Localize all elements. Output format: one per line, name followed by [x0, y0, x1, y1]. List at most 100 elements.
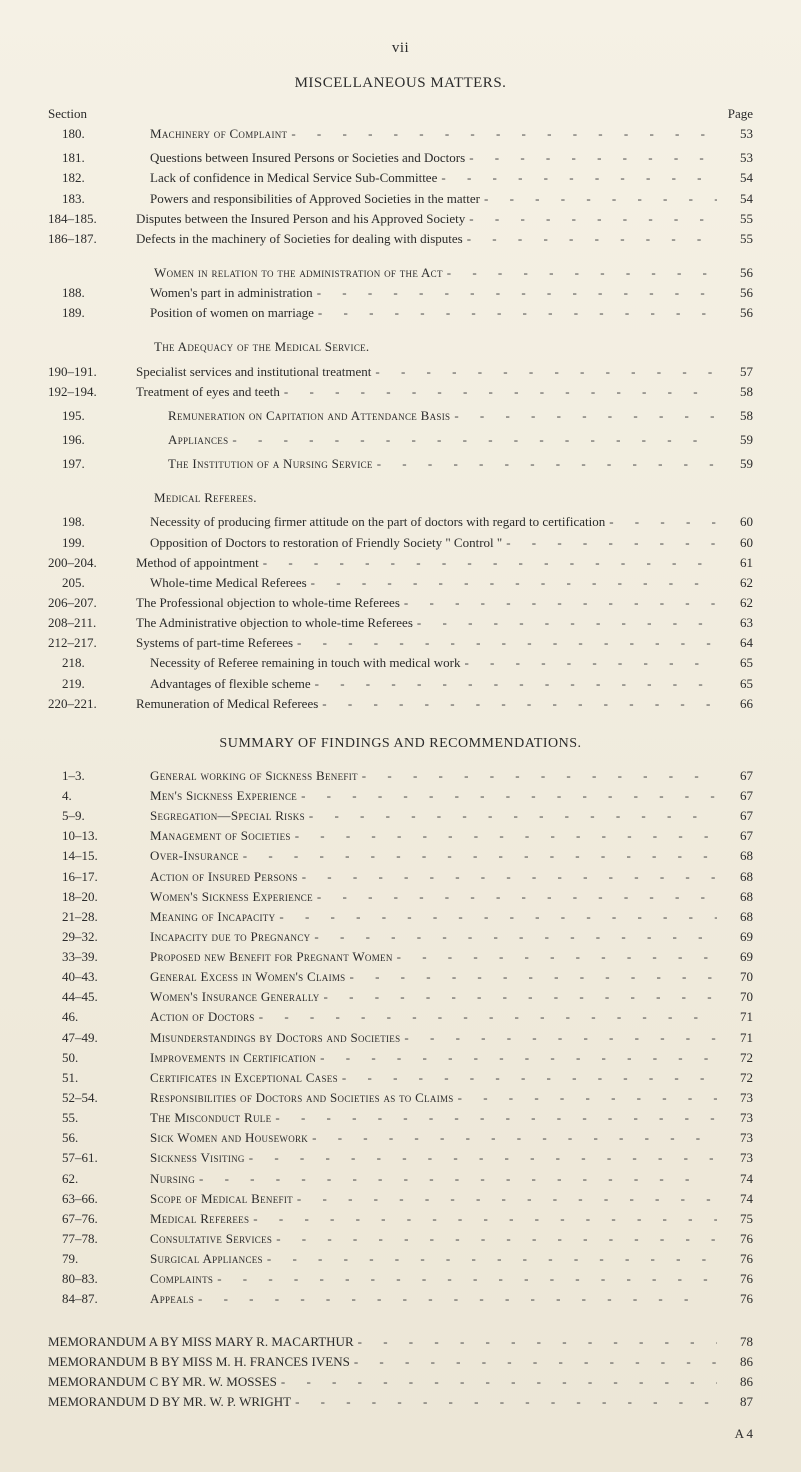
- toc-leader: - - - - - - - - - - - - - - - - - - - -: [480, 189, 717, 209]
- toc-row: 182.Lack of confidence in Medical Servic…: [48, 168, 753, 188]
- toc-leader: - - - - - - - - - - - - - - - - - - - -: [354, 1332, 717, 1352]
- toc-row: 1–3.General working of Sickness Benefit-…: [48, 766, 753, 786]
- toc-leader: - - - - - - - - - - - - - - - - - - - -: [277, 1372, 717, 1392]
- toc-row: 195.Remuneration on Capitation and Atten…: [48, 406, 753, 426]
- toc-summary-block: 1–3.General working of Sickness Benefit-…: [48, 766, 753, 1310]
- toc-main-block: 180.Machinery of Complaint- - - - - - - …: [48, 124, 753, 714]
- memorandum-label: MEMORANDUM B BY MISS M. H. FRANCES IVENS: [48, 1352, 350, 1372]
- memorandum-row: MEMORANDUM C BY MR. W. MOSSES- - - - - -…: [48, 1372, 753, 1392]
- toc-leader: - - - - - - - - - - - - - - - - - - - -: [287, 124, 717, 144]
- toc-label: Specialist services and institutional tr…: [136, 362, 371, 382]
- toc-page-number: 65: [717, 674, 753, 694]
- toc-label: The Misconduct Rule: [150, 1108, 271, 1128]
- toc-leader: - - - - - - - - - - - - - - - - - - - -: [358, 766, 717, 786]
- toc-label: Questions between Insured Persons or Soc…: [150, 148, 465, 168]
- toc-label: Medical Referees.: [136, 488, 257, 508]
- toc-label: Segregation—Special Risks: [150, 806, 305, 826]
- toc-leader: - - - - - - - - - - - - - - - - - - - -: [338, 1068, 717, 1088]
- toc-leader: - - - - - - - - - - - - - - - - - - - -: [280, 382, 717, 402]
- toc-row: 29–32.Incapacity due to Pregnancy- - - -…: [48, 927, 753, 947]
- toc-leader: - - - - - - - - - - - - - - - - - - - -: [307, 573, 717, 593]
- section-title: MISCELLANEOUS MATTERS.: [48, 75, 753, 92]
- toc-row: 80–83.Complaints- - - - - - - - - - - - …: [48, 1269, 753, 1289]
- toc-page-number: 65: [717, 653, 753, 673]
- toc-page-number: 68: [717, 867, 753, 887]
- memorandum-row: MEMORANDUM B BY MISS M. H. FRANCES IVENS…: [48, 1352, 753, 1372]
- column-header-row: Section Page: [48, 104, 753, 124]
- page-number: vii: [48, 40, 753, 57]
- toc-section-number: 1–3.: [48, 766, 150, 786]
- toc-section-number: 5–9.: [48, 806, 150, 826]
- toc-leader: - - - - - - - - - - - - - - - - - - - -: [245, 1148, 717, 1168]
- toc-leader: - - - - - - - - - - - - - - - - - - - -: [371, 362, 717, 382]
- toc-row: 16–17.Action of Insured Persons- - - - -…: [48, 867, 753, 887]
- toc-leader: - - - - - - - - - - - - - - - - - - - -: [318, 694, 717, 714]
- toc-section-number: 18–20.: [48, 887, 150, 907]
- toc-row: 51.Certificates in Exceptional Cases- - …: [48, 1068, 753, 1088]
- toc-label: Appeals: [150, 1289, 194, 1309]
- toc-label: Improvements in Certification: [150, 1048, 316, 1068]
- toc-row: 46.Action of Doctors- - - - - - - - - - …: [48, 1007, 753, 1027]
- toc-label: Remuneration on Capitation and Attendanc…: [150, 406, 450, 426]
- toc-page-number: 76: [717, 1269, 753, 1289]
- toc-leader: - - - - - - - - - - - - - - - - - - - -: [311, 674, 717, 694]
- toc-section-number: 181.: [48, 148, 150, 168]
- toc-section-number: 46.: [48, 1007, 150, 1027]
- toc-row: 192–194.Treatment of eyes and teeth- - -…: [48, 382, 753, 402]
- toc-leader: - - - - - - - - - - - - - - - - - - - -: [298, 867, 717, 887]
- toc-label: Appliances: [150, 430, 228, 450]
- toc-section-number: 33–39.: [48, 947, 150, 967]
- toc-row: 219.Advantages of flexible scheme- - - -…: [48, 674, 753, 694]
- page-container: vii MISCELLANEOUS MATTERS. Section Page …: [0, 0, 801, 1472]
- toc-label: Women's Sickness Experience: [150, 887, 313, 907]
- toc-section-number: 206–207.: [48, 593, 136, 613]
- toc-page-number: 74: [717, 1169, 753, 1189]
- toc-leader: - - - - - - - - - - - - - - - - - - - -: [249, 1209, 717, 1229]
- toc-page-number: 86: [717, 1352, 753, 1372]
- toc-label: The Professional objection to whole-time…: [136, 593, 400, 613]
- toc-leader: - - - - - - - - - - - - - - - - - - - -: [316, 1048, 717, 1068]
- memorandum-label: MEMORANDUM C BY MR. W. MOSSES: [48, 1372, 277, 1392]
- toc-label: The Administrative objection to whole-ti…: [136, 613, 413, 633]
- toc-leader: - - - - - - - - - - - - - - - - - - - -: [373, 454, 717, 474]
- toc-row: 186–187.Defects in the machinery of Soci…: [48, 229, 753, 249]
- toc-label: General working of Sickness Benefit: [150, 766, 358, 786]
- toc-row: 50.Improvements in Certification- - - - …: [48, 1048, 753, 1068]
- toc-section-number: 183.: [48, 189, 150, 209]
- toc-row: 33–39.Proposed new Benefit for Pregnant …: [48, 947, 753, 967]
- toc-section-number: 220–221.: [48, 694, 136, 714]
- toc-leader: - - - - - - - - - - - - - - - - - - - -: [413, 613, 717, 633]
- toc-label: Action of Insured Persons: [150, 867, 298, 887]
- toc-page-number: 69: [717, 927, 753, 947]
- toc-leader: - - - - - - - - - - - - - - - - - - - -: [271, 1108, 717, 1128]
- toc-section-number: 200–204.: [48, 553, 136, 573]
- toc-row: 188.Women's part in administration- - - …: [48, 283, 753, 303]
- page-header: Page: [717, 104, 753, 124]
- toc-label: Misunderstandings by Doctors and Societi…: [150, 1028, 400, 1048]
- toc-section-number: 199.: [48, 533, 150, 553]
- toc-leader: - - - - - - - - - - - - - - - - - - - -: [275, 907, 717, 927]
- toc-row: 212–217.Systems of part-time Referees- -…: [48, 633, 753, 653]
- toc-page-number: 53: [717, 124, 753, 144]
- toc-page-number: 62: [717, 573, 753, 593]
- signature-mark: A 4: [735, 1426, 753, 1442]
- toc-section-number: 189.: [48, 303, 150, 323]
- toc-row: 55.The Misconduct Rule- - - - - - - - - …: [48, 1108, 753, 1128]
- section-header: Section: [48, 104, 130, 124]
- toc-label: Medical Referees: [150, 1209, 249, 1229]
- toc-label: Sick Women and Housework: [150, 1128, 308, 1148]
- toc-page-number: 67: [717, 806, 753, 826]
- toc-label: Necessity of producing firmer attitude o…: [150, 512, 605, 532]
- toc-page-number: 68: [717, 846, 753, 866]
- toc-leader: - - - - - - - - - - - - - - - - - - - -: [291, 1392, 717, 1412]
- toc-section-number: 192–194.: [48, 382, 136, 402]
- toc-label: Over-Insurance: [150, 846, 239, 866]
- toc-page-number: 57: [717, 362, 753, 382]
- toc-section-number: 67–76.: [48, 1209, 150, 1229]
- toc-leader: - - - - - - - - - - - - - - - - - - - -: [259, 553, 717, 573]
- memoranda-block: MEMORANDUM A BY MISS MARY R. MACARTHUR- …: [48, 1332, 753, 1413]
- toc-label: Disputes between the Insured Person and …: [136, 209, 465, 229]
- toc-page-number: 71: [717, 1028, 753, 1048]
- toc-row: 21–28.Meaning of Incapacity- - - - - - -…: [48, 907, 753, 927]
- toc-leader: - - - - - - - - - - - - - - - - - - - -: [450, 406, 717, 426]
